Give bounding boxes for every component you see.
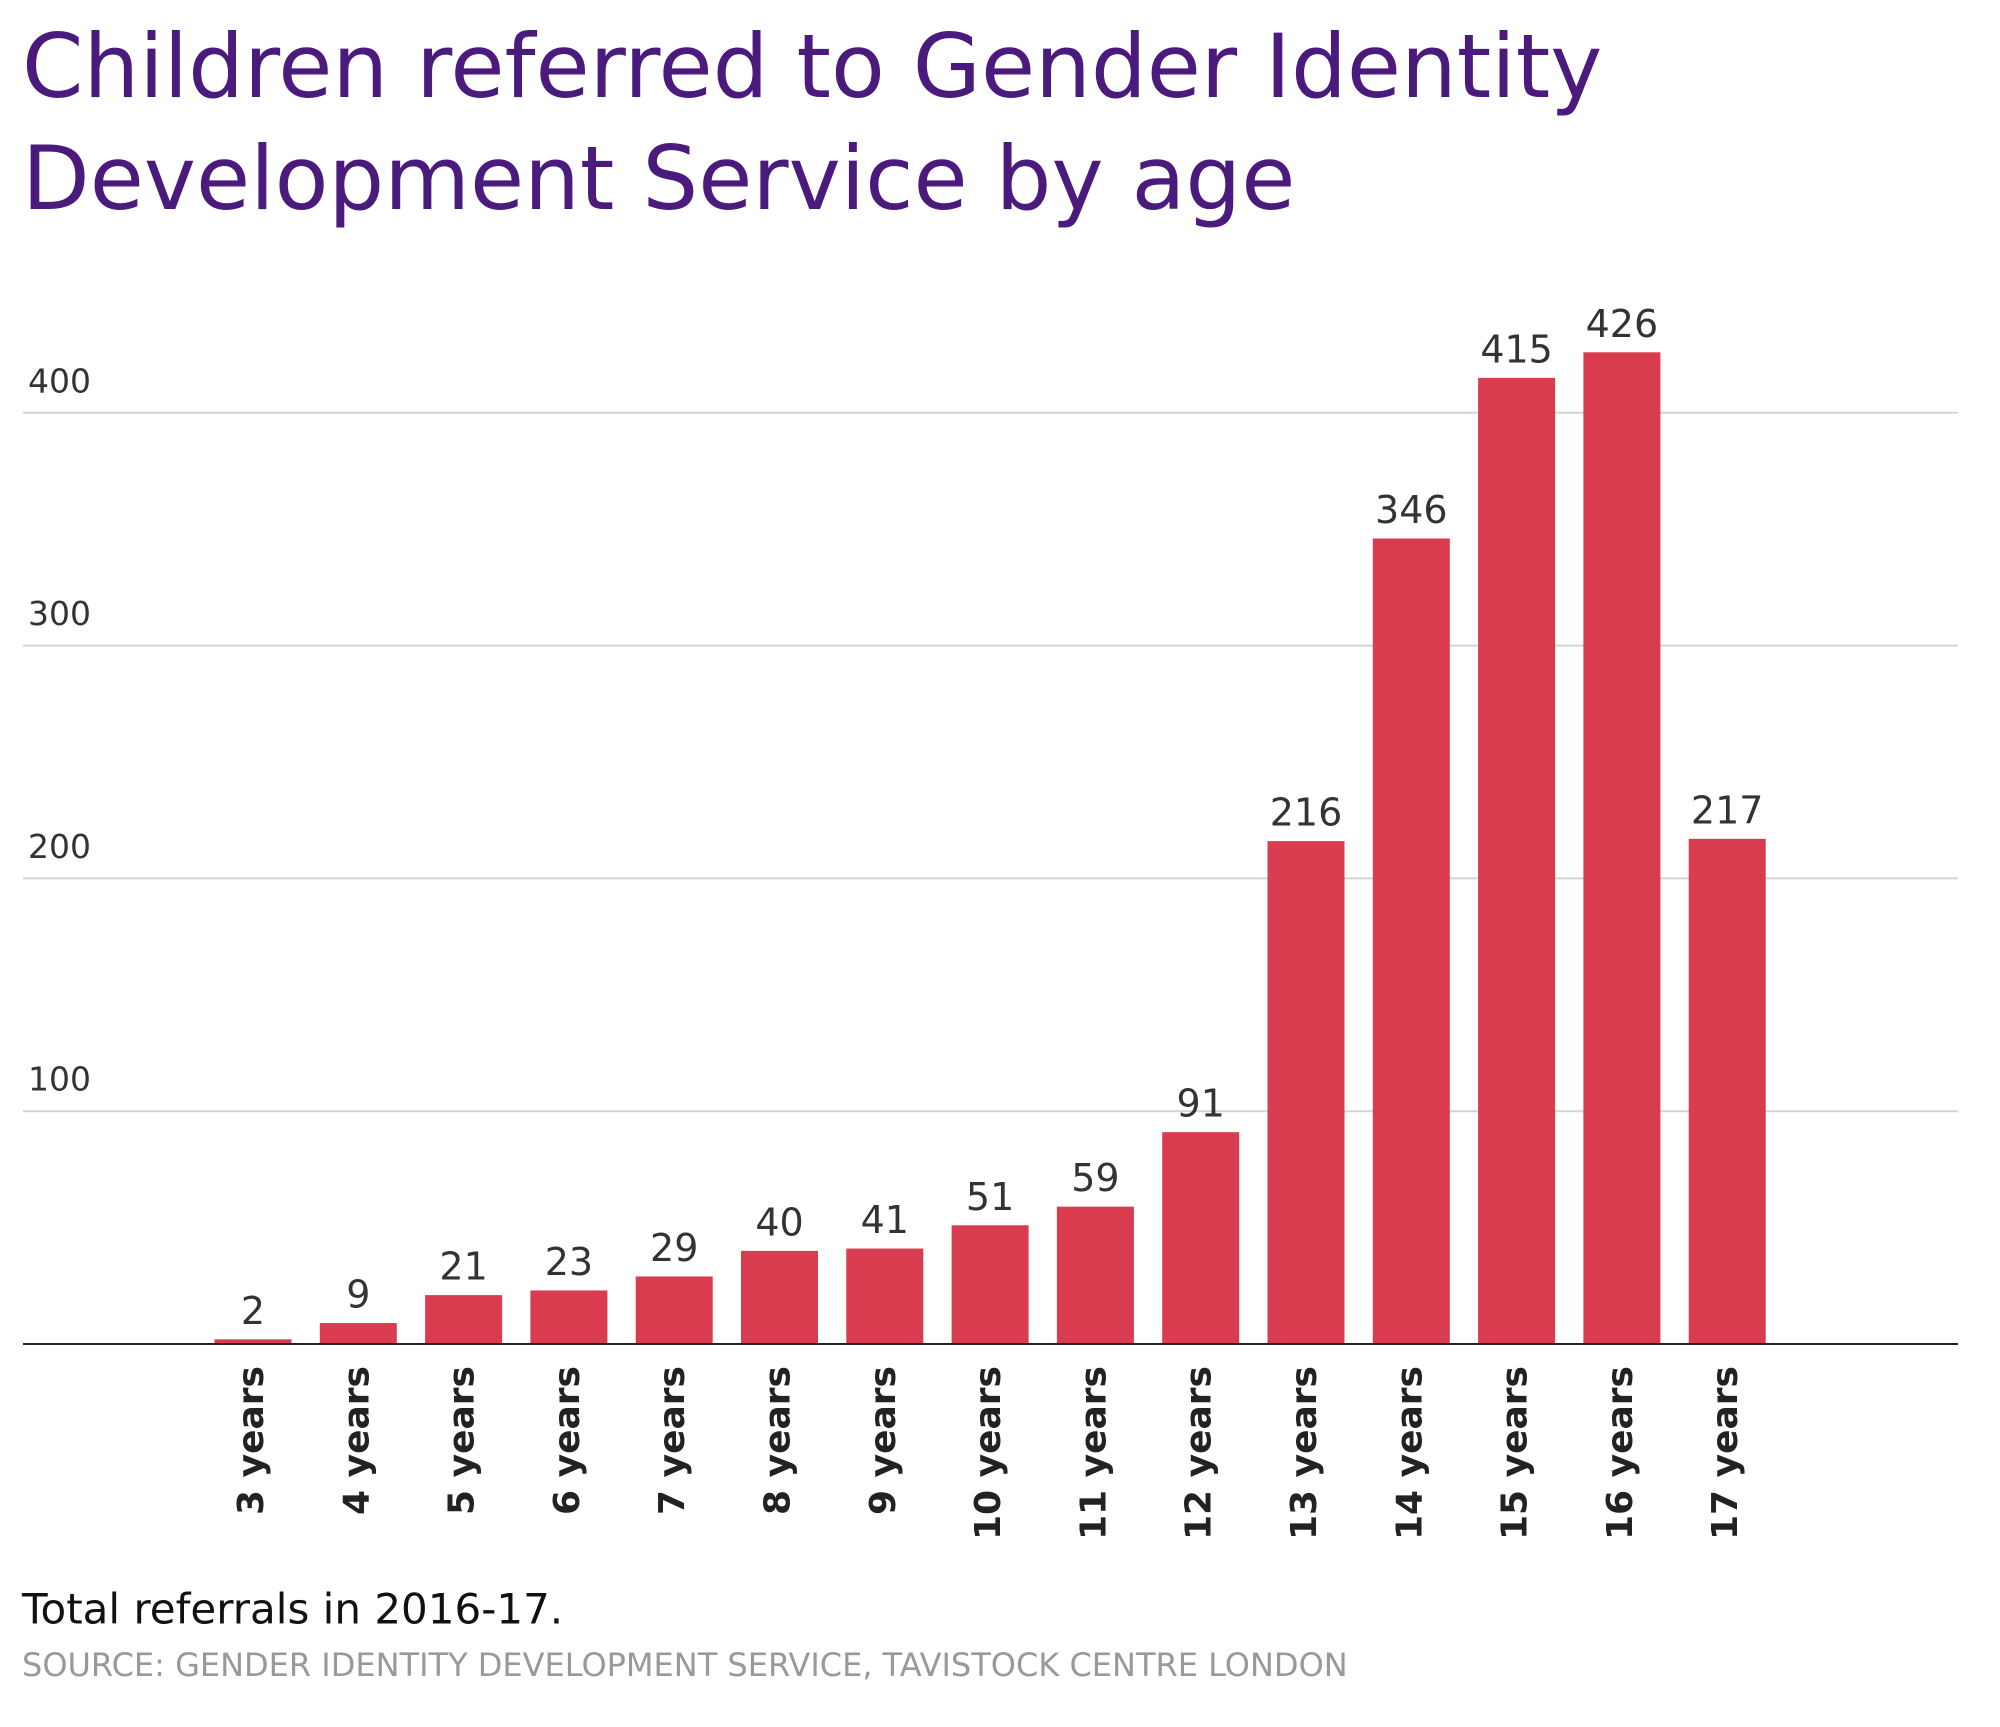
y-tick-label: 200 [28,827,91,866]
y-tick-label: 100 [28,1060,91,1099]
value-label: 217 [1691,788,1764,832]
bar [1478,377,1556,1344]
bar [1372,538,1450,1344]
value-label: 29 [650,1226,698,1270]
x-tick-label: 12 years [1179,1366,1220,1540]
x-tick-label: 16 years [1600,1366,1641,1540]
value-label: 415 [1480,327,1553,371]
value-label: 216 [1270,791,1343,835]
x-tick-label: 13 years [1284,1366,1325,1540]
bar [1056,1206,1134,1344]
value-label: 51 [966,1175,1014,1219]
value-label: 2 [241,1289,265,1333]
x-tick-label: 3 years [231,1366,272,1515]
bar [1267,841,1345,1344]
x-tick-label: 14 years [1389,1366,1430,1540]
bar [951,1225,1029,1344]
x-tick-label: 4 years [336,1366,377,1515]
value-label: 9 [346,1273,370,1317]
bar [1162,1132,1240,1344]
value-label: 40 [755,1200,803,1244]
x-tick-label: 17 years [1705,1366,1746,1540]
value-label: 41 [861,1198,909,1242]
value-label: 59 [1071,1156,1119,1200]
x-tick-label: 10 years [968,1366,1009,1540]
value-label: 346 [1375,488,1448,532]
chart-note: Total referrals in 2016-17. [21,1585,563,1634]
y-tick-label: 300 [28,594,91,633]
bar [1688,838,1766,1344]
bar [1583,352,1661,1345]
bar [319,1323,397,1344]
value-label: 426 [1586,302,1659,346]
value-label: 21 [439,1245,487,1289]
chart-title: Children referred to Gender Identity [22,15,1602,118]
x-tick-label: 7 years [652,1366,693,1515]
x-tick-label: 11 years [1073,1366,1114,1540]
value-label: 91 [1177,1082,1225,1126]
x-tick-label: 15 years [1495,1366,1536,1540]
y-tick-label: 400 [28,361,91,400]
chart-title: Development Service by age [22,127,1295,230]
chart-source: SOURCE: GENDER IDENTITY DEVELOPMENT SERV… [22,1646,1348,1684]
x-tick-label: 6 years [547,1366,588,1515]
bar [741,1250,818,1344]
bar [530,1290,608,1344]
bar [425,1295,503,1344]
value-label: 23 [545,1240,593,1284]
x-tick-label: 8 years [758,1366,799,1515]
x-tick-label: 9 years [863,1366,904,1515]
bar [846,1248,924,1344]
x-tick-label: 5 years [442,1366,483,1515]
bar [635,1276,713,1344]
bar [214,1339,292,1344]
